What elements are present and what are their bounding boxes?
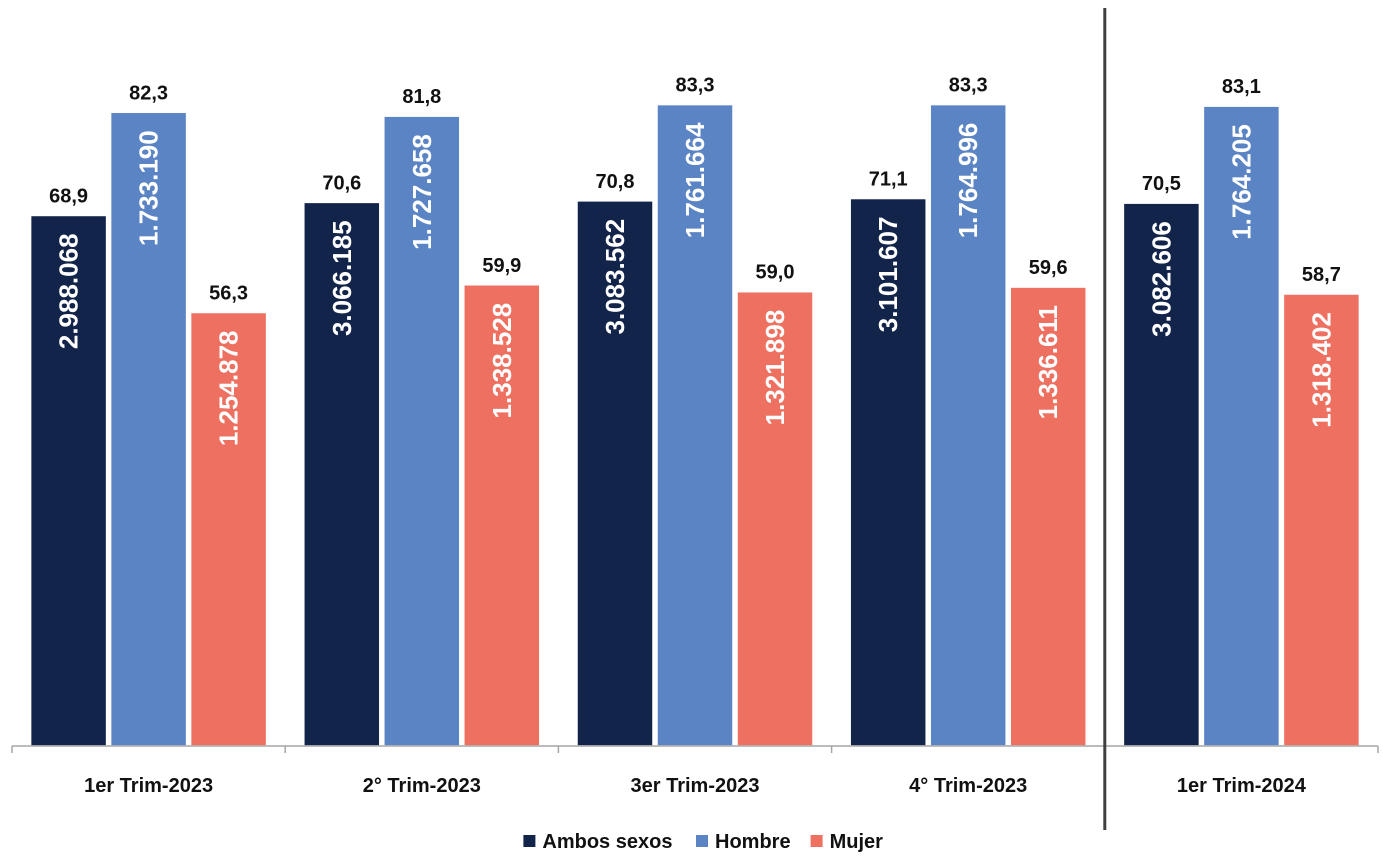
bar-inner-label: 3.083.562 — [600, 219, 630, 335]
bar-inner-label: 1.764.205 — [1226, 124, 1256, 240]
legend-label: Ambos sexos — [542, 831, 672, 853]
x-axis — [11, 8, 1379, 830]
bar-hombre-0 — [109, 111, 188, 747]
legend-label: Hombre — [715, 831, 791, 853]
value-label: 70,6 — [322, 172, 361, 194]
value-label: 70,5 — [1142, 173, 1181, 195]
bar-mujer-4 — [1282, 293, 1361, 747]
bar-hombre-2 — [656, 103, 734, 747]
bar-ambos-sexos-0 — [29, 214, 108, 747]
category-label: 3er Trim-2023 — [631, 775, 760, 797]
bar-mujer-3 — [1009, 286, 1087, 747]
bars-layer: 68,9 2.988.068 82,3 1.733.190 56,3 1.254.878 7… — [29, 75, 1361, 747]
bar-inner-label: 1.761.664 — [680, 122, 710, 238]
category-label: 2° Trim-2023 — [363, 775, 481, 797]
bar-inner-label: 1.318.402 — [1306, 312, 1336, 428]
value-label: 71,1 — [869, 169, 908, 191]
value-label: 83,1 — [1222, 76, 1261, 98]
bar-inner-label: 3.082.606 — [1146, 221, 1176, 337]
value-label: 68,9 — [49, 185, 88, 207]
bar-mujer-1 — [463, 284, 541, 747]
bar-inner-label: 1.254.878 — [214, 330, 244, 446]
bar-hombre-3 — [929, 103, 1007, 747]
legend-swatch — [523, 835, 536, 847]
value-label: 82,3 — [129, 82, 168, 104]
value-label: 58,7 — [1302, 264, 1341, 286]
value-label: 56,3 — [209, 282, 248, 304]
bar-inner-label: 3.101.607 — [873, 217, 903, 333]
value-label: 81,8 — [402, 86, 441, 108]
bar-hombre-1 — [383, 115, 461, 747]
bar-inner-label: 1.336.611 — [1033, 305, 1063, 419]
value-label: 59,6 — [1029, 257, 1068, 279]
value-label: 83,3 — [676, 75, 715, 97]
bar-inner-label: 1.321.898 — [760, 310, 790, 426]
bar-inner-label: 3.066.185 — [327, 220, 357, 336]
legend: Ambos sexos Hombre Mujer — [523, 831, 883, 853]
bar-hombre-4 — [1202, 105, 1281, 747]
bar-inner-label: 1.733.190 — [134, 130, 164, 246]
bar-ambos-sexos-4 — [1122, 202, 1201, 747]
bar-mujer-0 — [189, 311, 268, 747]
value-label: 59,0 — [756, 262, 795, 284]
category-label: 1er Trim-2023 — [84, 775, 213, 797]
bar-inner-label: 1.338.528 — [487, 303, 517, 419]
legend-label: Mujer — [830, 831, 884, 853]
value-label: 83,3 — [949, 75, 988, 97]
bar-inner-label: 1.727.658 — [407, 134, 437, 250]
value-label: 59,9 — [482, 255, 521, 277]
legend-swatch — [810, 835, 823, 847]
category-labels: 1er Trim-2023 2° Trim-2023 3er Trim-2023 4°… — [84, 775, 1307, 797]
bar-ambos-sexos-3 — [849, 197, 927, 747]
bar-ambos-sexos-1 — [303, 201, 381, 747]
bar-inner-label: 2.988.068 — [54, 233, 84, 349]
value-label: 70,8 — [596, 171, 635, 193]
category-label: 1er Trim-2024 — [1177, 775, 1307, 797]
legend-swatch — [696, 835, 708, 847]
category-label: 4° Trim-2023 — [909, 775, 1027, 797]
bar-inner-label: 1.764.996 — [953, 123, 983, 239]
